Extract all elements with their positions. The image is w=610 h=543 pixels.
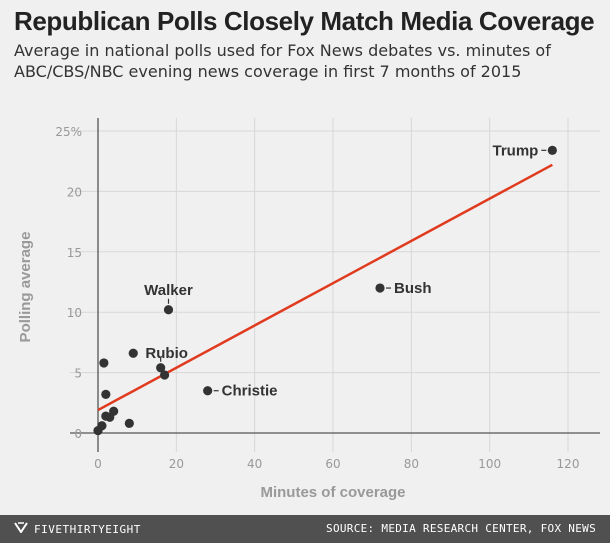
- data-point: [128, 348, 138, 358]
- grid-lines: [70, 118, 600, 452]
- data-point: [101, 389, 111, 399]
- y-tick-label: 5: [74, 367, 82, 381]
- data-point: [159, 370, 170, 380]
- x-tick-label: 20: [169, 457, 184, 471]
- point-label: Rubio: [145, 345, 188, 362]
- y-tick-label: 10: [67, 306, 82, 320]
- brand-name: FIVETHIRTYEIGHT: [34, 523, 141, 536]
- point-labels: Trump Bush Walker Rubio Christie: [144, 142, 547, 400]
- y-tick-label: 0: [74, 427, 82, 441]
- axes: [70, 118, 600, 452]
- source-note: SOURCE: MEDIA RESEARCH CENTER, FOX NEWS: [326, 522, 596, 535]
- x-tick-label: 40: [247, 457, 262, 471]
- x-tick-label: 0: [94, 457, 102, 471]
- x-tick-label: 80: [404, 457, 419, 471]
- y-tick-label: 20: [67, 185, 82, 199]
- chart-subtitle: Average in national polls used for Fox N…: [14, 41, 551, 81]
- data-point: [203, 386, 213, 396]
- x-tick-label: 100: [478, 457, 501, 471]
- data-point: [93, 425, 103, 436]
- point-label: Bush: [394, 280, 432, 297]
- chart-title: Republican Polls Closely Match Media Cov…: [14, 6, 595, 36]
- trendline: [97, 163, 553, 412]
- x-tick-label: 60: [325, 457, 340, 471]
- y-tick-label: 15: [67, 246, 82, 260]
- x-tick-label: 120: [557, 457, 580, 471]
- data-point: [156, 363, 166, 373]
- point-label: Christie: [222, 383, 278, 400]
- point-label: Walker: [144, 282, 193, 299]
- data-point: [547, 145, 557, 155]
- point-label: Trump: [492, 142, 538, 159]
- brand: FIVETHIRTYEIGHT: [14, 522, 141, 536]
- data-point: [105, 412, 115, 422]
- trendline-group: [97, 163, 553, 412]
- x-axis-label: Minutes of coverage: [260, 484, 405, 501]
- y-axis-label: Polling average: [17, 232, 34, 343]
- scatter-chart: 0 20 40 60 80 100 120 0 5 10 15 20 25% Trump Bush Walk…: [17, 118, 600, 501]
- y-tick-label: 25%: [55, 125, 82, 139]
- footer-bar: FIVETHIRTYEIGHT SOURCE: MEDIA RESEARCH C…: [0, 515, 610, 543]
- brand-logo-icon: [14, 522, 28, 536]
- data-point: [99, 358, 109, 368]
- data-point: [163, 305, 174, 315]
- tick-labels: 0 20 40 60 80 100 120 0 5 10 15 20 25%: [55, 125, 579, 471]
- data-point: [375, 283, 385, 293]
- data-points: [93, 145, 557, 436]
- data-point: [124, 418, 134, 428]
